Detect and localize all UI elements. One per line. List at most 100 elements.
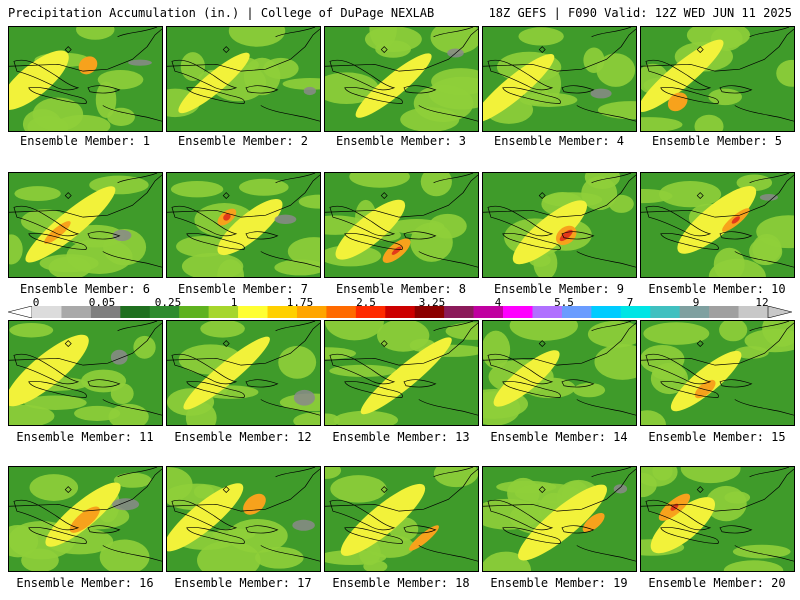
ensemble-panel xyxy=(640,320,795,426)
state-line xyxy=(260,105,320,122)
colorbar-tick-label: 7 xyxy=(626,296,634,309)
ensemble-member-label: Ensemble Member: 12 xyxy=(174,430,312,444)
colorbar-tick-label: 1 xyxy=(230,296,238,309)
coastline xyxy=(749,467,790,478)
state-line xyxy=(538,192,546,199)
precip-contour xyxy=(185,402,217,425)
ensemble-member-label: Ensemble Member: 20 xyxy=(648,576,786,590)
state-line xyxy=(538,486,546,493)
lake-outline xyxy=(645,499,712,531)
ensemble-member-label: Ensemble Member: 3 xyxy=(335,134,467,148)
low-precip-area xyxy=(274,214,297,225)
low-precip-area xyxy=(112,229,132,242)
precip-contour xyxy=(325,321,384,341)
ensemble-panel xyxy=(8,26,163,132)
precip-contour xyxy=(573,382,606,398)
colorbar-swatch xyxy=(267,306,298,318)
precip-contour xyxy=(333,410,399,425)
lake-outline xyxy=(186,87,245,104)
border-line xyxy=(641,174,794,218)
lake-outline xyxy=(171,59,238,91)
ensemble-panel xyxy=(482,26,637,132)
border-line xyxy=(641,28,794,72)
low-precip-area xyxy=(112,498,140,511)
precip-contour xyxy=(228,27,286,47)
ensemble-panel xyxy=(482,466,637,572)
lake-outline xyxy=(87,525,121,534)
ensemble-member-label: Ensemble Member: 17 xyxy=(174,576,312,590)
lake-outline xyxy=(502,527,561,544)
lake-outline xyxy=(186,527,245,544)
precip-contour xyxy=(255,546,304,569)
lake-outline xyxy=(719,379,753,388)
ensemble-member-label: Ensemble Member: 10 xyxy=(648,282,786,296)
ensemble-panel xyxy=(482,172,637,278)
lake-outline xyxy=(171,205,238,237)
colorbar-swatch xyxy=(385,306,416,318)
precip-contour xyxy=(776,59,794,87)
precip-contour xyxy=(420,173,452,197)
coastline xyxy=(433,321,474,332)
border-line xyxy=(9,174,162,218)
colorbar-swatch xyxy=(61,306,92,318)
precip-band xyxy=(677,186,757,254)
state-line xyxy=(260,545,320,562)
precip-contour xyxy=(594,343,636,380)
lake-outline xyxy=(561,379,595,388)
precip-contour xyxy=(176,235,230,257)
state-line xyxy=(64,486,72,493)
precip-contour xyxy=(243,57,281,96)
lake-outline xyxy=(13,59,80,91)
colorbar-tick-label: 12 xyxy=(755,296,769,309)
colorbar-tick-label: 5.5 xyxy=(554,296,574,309)
precip-contour xyxy=(694,114,724,131)
colorbar-swatch xyxy=(179,306,209,318)
lake-outline xyxy=(660,381,719,398)
ensemble-panel xyxy=(482,320,637,426)
colorbar-tick-label: 2.5 xyxy=(356,296,376,309)
lake-outline xyxy=(329,353,396,385)
precip-contour xyxy=(349,173,410,188)
coastline xyxy=(275,321,316,332)
coastline xyxy=(591,173,632,184)
lake-outline xyxy=(28,527,87,544)
state-line xyxy=(734,545,794,562)
state-line xyxy=(418,105,478,122)
state-line xyxy=(222,46,230,53)
border-line xyxy=(167,468,320,512)
state-line xyxy=(696,486,704,493)
precip-contour xyxy=(9,322,54,338)
border-line xyxy=(9,468,162,512)
lake-outline xyxy=(344,87,403,104)
ensemble-member-label: Ensemble Member: 18 xyxy=(332,576,470,590)
state-line xyxy=(418,251,478,268)
state-line xyxy=(576,399,636,416)
chart-title: Precipitation Accumulation (in.) | Colle… xyxy=(8,6,435,20)
precip-contour xyxy=(217,259,244,277)
lake-outline xyxy=(186,233,245,250)
precip-map xyxy=(325,321,478,425)
precip-band xyxy=(340,483,426,556)
lake-outline xyxy=(13,353,80,385)
ensemble-panel xyxy=(640,26,795,132)
lake-outline xyxy=(403,379,437,388)
colorbar-swatch xyxy=(149,306,180,318)
coastline xyxy=(117,467,158,478)
colorbar-swatch xyxy=(473,306,504,318)
precip-band xyxy=(670,350,742,412)
state-line xyxy=(222,192,230,199)
border-line xyxy=(483,28,636,72)
ensemble-panel xyxy=(640,466,795,572)
low-precip-area xyxy=(292,519,315,531)
precip-map xyxy=(483,173,636,277)
precip-contour xyxy=(744,328,794,353)
precip-contour xyxy=(329,364,397,377)
coastline xyxy=(275,173,316,184)
precip-map xyxy=(641,467,794,571)
lake-outline xyxy=(719,525,753,534)
precip-contour xyxy=(650,362,688,395)
coastline xyxy=(749,321,790,332)
precip-contour xyxy=(133,335,156,359)
ensemble-member-label: Ensemble Member: 4 xyxy=(493,134,625,148)
precip-map xyxy=(9,467,162,571)
